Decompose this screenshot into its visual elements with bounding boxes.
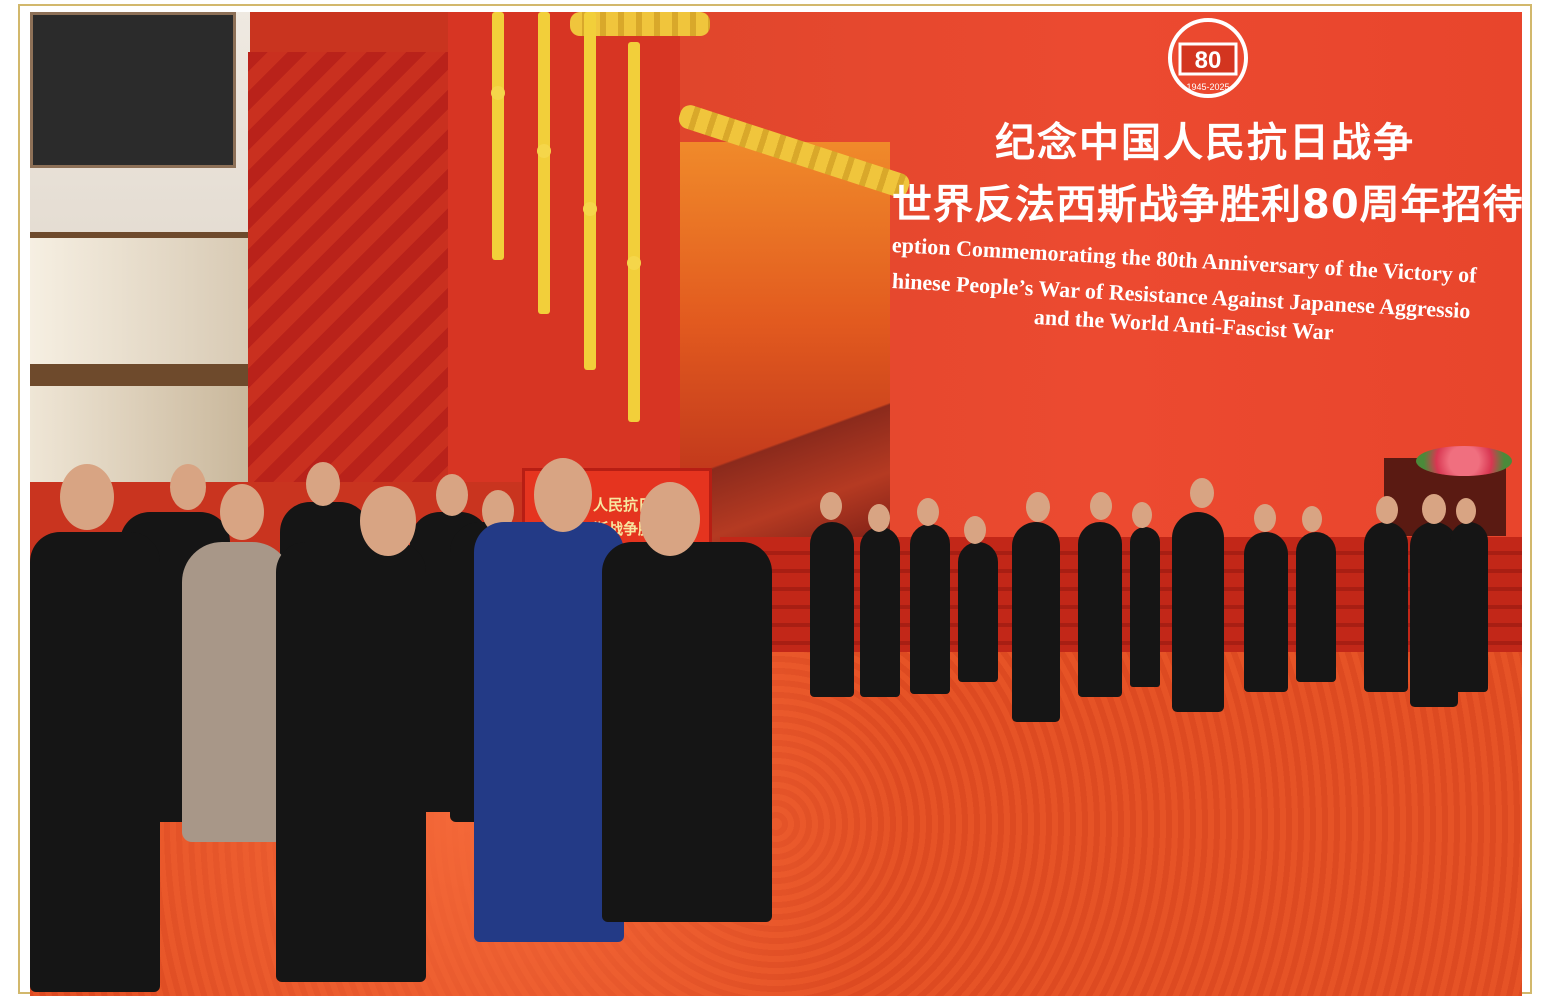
wood-beam bbox=[30, 364, 248, 386]
glass-partition bbox=[30, 232, 248, 378]
gold-tassel bbox=[584, 12, 596, 370]
gold-tassel bbox=[538, 12, 550, 314]
sign-line1: 人民抗日 bbox=[593, 496, 654, 514]
flower-arrangement bbox=[1416, 446, 1512, 476]
gold-tassel bbox=[492, 12, 504, 260]
hall-doorway bbox=[30, 386, 248, 482]
red-tower-side bbox=[248, 52, 448, 482]
tassel-knot bbox=[491, 86, 505, 100]
hall-left bbox=[30, 12, 250, 482]
red-tower-front bbox=[448, 12, 680, 482]
event-photo: 80 1945-2025 纪念中国人民抗日战争 世界反法西斯战争胜利80周年招待… bbox=[30, 12, 1522, 996]
title-zh-line2: 世界反法西斯战争胜利80周年招待会 bbox=[892, 182, 1522, 228]
title-zh-line1: 纪念中国人民抗日战争 bbox=[995, 120, 1415, 166]
tassel-knot bbox=[537, 144, 551, 158]
great-wall-ridge bbox=[690, 382, 890, 542]
tassel-knot bbox=[627, 256, 641, 270]
wall-screen bbox=[30, 12, 236, 168]
emblem-years: 1945-2025 bbox=[1186, 82, 1229, 92]
anniversary-emblem: 80 1945-2025 bbox=[1168, 18, 1248, 98]
gold-tassel bbox=[628, 42, 640, 422]
tassel-knot bbox=[583, 202, 597, 216]
emblem-number: 80 bbox=[1195, 47, 1222, 74]
